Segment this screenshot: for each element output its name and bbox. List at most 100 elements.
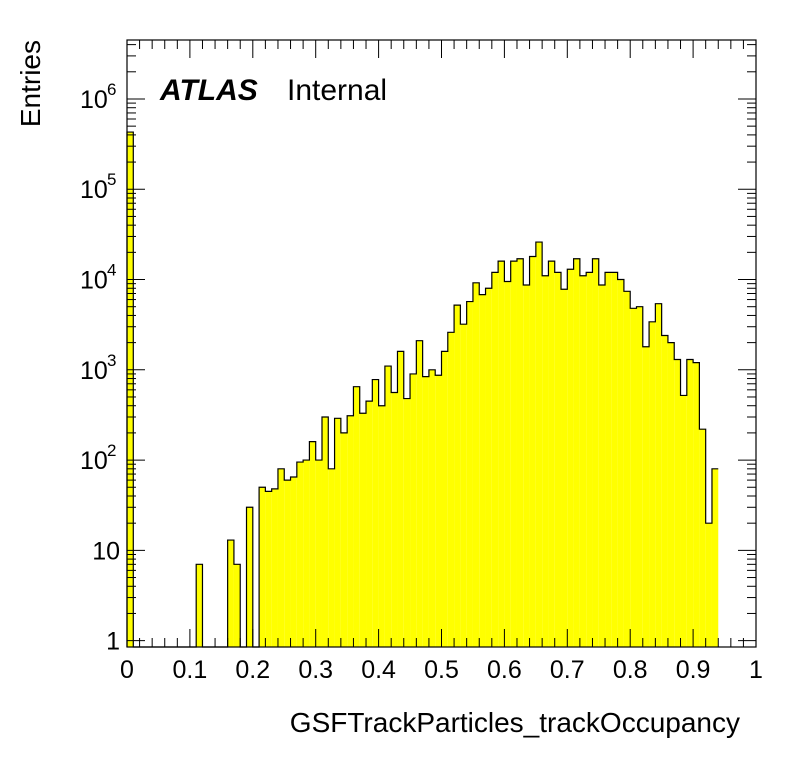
histogram-bar [586,272,593,647]
histogram-bar [277,468,285,647]
histogram-bar [435,375,442,647]
histogram-bar [416,340,423,647]
histogram-bar [535,242,543,647]
histogram-bar [309,441,316,647]
x-tick-label: 0.6 [487,656,522,684]
histogram-bar [542,275,549,647]
histogram-bar [454,305,461,647]
y-axis-title: Entries [15,40,46,127]
histogram-bar [315,460,322,647]
histogram-bar [447,332,455,647]
histogram-bar [579,275,587,647]
histogram-bar [296,462,304,647]
histogram-bar [410,373,417,647]
histogram-bar [271,488,278,647]
histogram-bar [397,351,404,647]
histogram-bar [504,281,511,647]
histogram-bar [680,395,687,647]
histogram-bar [510,261,517,647]
histogram-bar [378,405,385,647]
y-tick-label: 10 [80,176,108,204]
histogram-bar [705,523,712,647]
histogram-bar [384,366,392,647]
x-tick-label: 0 [120,656,134,684]
x-tick-label: 0.8 [613,656,648,684]
histogram-bar [592,258,599,647]
histogram-bar [655,303,662,647]
histogram-bar [642,346,650,647]
y-tick-label: 10 [80,86,108,114]
histogram-bar [466,301,473,647]
y-tick-label: 10 [80,267,108,295]
y-tick-exponent: 3 [107,351,116,370]
histogram-bar [428,369,436,647]
x-axis-title: GSFTrackParticles_trackOccupancy [290,707,740,738]
histogram-bar [573,258,580,647]
histogram-bar [227,540,234,647]
histogram-bar [403,398,411,647]
histogram-bar [516,258,524,647]
histogram-bars [126,131,719,648]
histogram-bar [674,359,681,647]
histogram-bar [611,272,618,647]
histogram-bar [422,376,429,647]
histogram-bar [441,351,448,647]
histogram-bar [479,294,486,647]
histogram-bar [359,413,367,647]
y-tick-exponent: 5 [107,170,116,189]
histogram-bar [265,491,272,647]
atlas-label: ATLAS [159,74,258,107]
histogram-bar [529,256,536,647]
y-tick-exponent: 6 [107,80,116,99]
histogram-bar [366,401,373,647]
y-tick-label: 10 [80,447,108,475]
histogram-bar [334,418,341,647]
histogram-bar [340,432,348,647]
y-tick-label: 10 [80,357,108,385]
histogram-bar [523,284,530,647]
histogram-bar [661,335,668,647]
axes [126,39,757,648]
histogram-bar [623,291,631,647]
histogram-bar [649,321,656,647]
histogram-bar [630,308,637,647]
histogram-bar [693,362,700,647]
histogram-bar [196,564,203,647]
x-tick-label: 0.7 [550,656,585,684]
histogram-bar [699,429,706,647]
histogram-bar [567,269,574,647]
y-tick-label: 10 [92,537,120,565]
histogram-bar [472,282,480,647]
y-tick-exponent: 2 [107,441,116,460]
histogram-bar [598,284,606,647]
x-tick-label: 0.2 [235,656,270,684]
histogram-bar [548,261,555,647]
histogram-bar [636,306,643,647]
histogram-bar [353,386,360,647]
y-tick-label: 1 [106,628,120,656]
y-tick-exponent: 4 [107,261,116,280]
histogram-bar [460,324,467,647]
histogram-bar [561,289,568,647]
x-tick-label: 0.1 [173,656,208,684]
histogram-bar [233,564,241,647]
histogram-bar [605,272,612,647]
histogram-bar [284,480,291,647]
histogram-bar [554,272,562,647]
histogram-bar [259,487,266,647]
x-tick-label: 0.4 [361,656,396,684]
internal-label: Internal [287,74,387,107]
histogram-bar [372,379,379,647]
x-tick-label: 0.9 [676,656,711,684]
histogram-bar [290,476,297,647]
histogram-bar [617,279,624,647]
histogram-bar [347,415,354,647]
histogram-bar [667,342,675,647]
histogram-bar [303,460,310,647]
histogram-bar [485,288,492,647]
histogram-bar [498,261,505,647]
histogram-bar [246,507,253,647]
histogram-bar [686,359,694,647]
